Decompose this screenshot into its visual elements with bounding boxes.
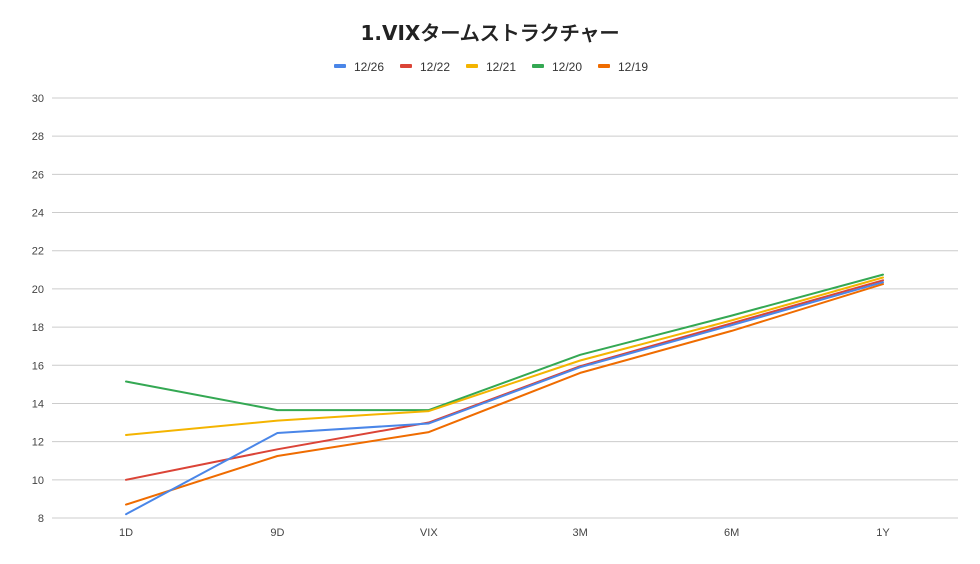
legend-label: 12/26 [354, 60, 384, 74]
y-tick-label: 14 [32, 398, 44, 410]
legend: 12/26 12/22 12/21 12/20 12/19 [334, 60, 648, 74]
y-tick-label: 22 [32, 246, 44, 258]
legend-label: 12/21 [486, 60, 516, 74]
series-group [125, 273, 884, 516]
series-line-12-20 [125, 273, 884, 412]
legend-swatch [598, 64, 610, 68]
x-tick-label: 6M [724, 527, 739, 539]
y-tick-label: 24 [32, 208, 44, 220]
x-axis: 1D 9D VIX 3M 6M 1Y [119, 527, 890, 539]
y-tick-label: 28 [32, 131, 44, 143]
legend-label: 12/22 [420, 60, 450, 74]
series-line-12-19 [125, 283, 884, 506]
series-line-12-21 [125, 276, 884, 436]
y-tick-label: 20 [32, 284, 44, 296]
gridlines [52, 97, 958, 519]
legend-swatch [334, 64, 346, 68]
chart-title: 1.VIXタームストラクチャー [360, 21, 619, 45]
y-axis: 8 10 12 14 16 18 20 22 24 26 28 30 [32, 93, 44, 525]
legend-swatch [466, 64, 478, 68]
legend-swatch [400, 64, 412, 68]
legend-label: 12/20 [552, 60, 582, 74]
x-tick-label: 1D [119, 527, 133, 539]
legend-label: 12/19 [618, 60, 648, 74]
y-tick-label: 8 [38, 513, 44, 525]
y-tick-label: 16 [32, 360, 44, 372]
y-tick-label: 26 [32, 169, 44, 181]
y-tick-label: 10 [32, 475, 44, 487]
legend-swatch [532, 64, 544, 68]
y-tick-label: 18 [32, 322, 44, 334]
x-tick-label: 1Y [876, 527, 890, 539]
series-line-12-26 [125, 281, 884, 516]
x-tick-label: 3M [573, 527, 588, 539]
x-tick-label: VIX [420, 527, 438, 539]
x-tick-label: 9D [270, 527, 284, 539]
y-tick-label: 30 [32, 93, 44, 105]
y-tick-label: 12 [32, 437, 44, 449]
